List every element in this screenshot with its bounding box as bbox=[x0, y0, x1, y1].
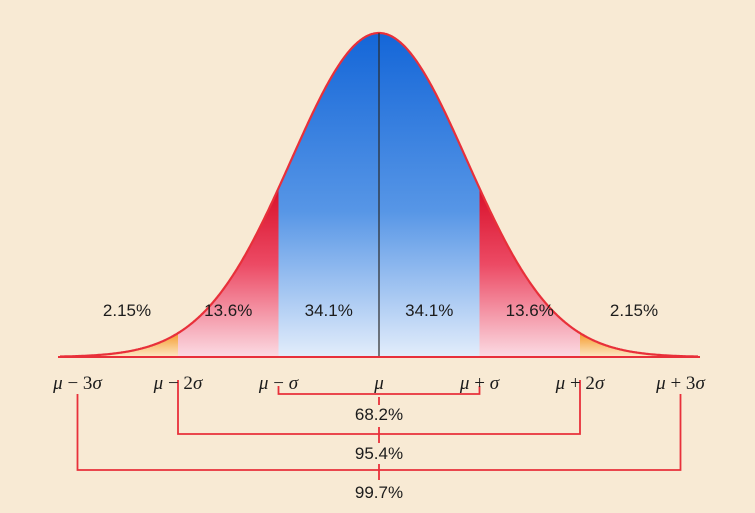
tick-label-3: μ bbox=[373, 373, 384, 394]
tick-label-2: μ − σ bbox=[258, 373, 299, 394]
band-lt2 bbox=[178, 188, 279, 357]
band-label-lt2: 13.6% bbox=[204, 301, 252, 320]
band-lt1 bbox=[278, 33, 379, 357]
labels: 2.15% 13.6% 34.1% 34.1% 13.6% 2.15% μ − 3σ μ − … bbox=[52, 301, 705, 502]
band-lt3 bbox=[77, 333, 178, 357]
band-rt1 bbox=[379, 33, 480, 357]
range-label-1sigma: 68.2% bbox=[355, 405, 403, 424]
tick-label-6: μ + 3σ bbox=[655, 373, 705, 394]
tick-label-0: μ − 3σ bbox=[52, 373, 102, 394]
tick-label-5: μ + 2σ bbox=[555, 373, 605, 394]
tick-label-1: μ − 2σ bbox=[153, 373, 203, 394]
band-rt3 bbox=[580, 333, 681, 357]
band-label-rt2: 13.6% bbox=[506, 301, 554, 320]
band-label-rt1: 34.1% bbox=[405, 301, 453, 320]
lines bbox=[58, 31, 700, 480]
band-label-lt3: 2.15% bbox=[103, 301, 151, 320]
band-label-lt1: 34.1% bbox=[305, 301, 353, 320]
bands bbox=[60, 33, 698, 357]
band-rt2 bbox=[479, 188, 580, 357]
band-label-rt3: 2.15% bbox=[610, 301, 658, 320]
range-label-2sigma: 95.4% bbox=[355, 444, 403, 463]
range-bracket-1sigma bbox=[277, 386, 481, 395]
tick-label-4: μ + σ bbox=[459, 373, 500, 394]
range-label-3sigma: 99.7% bbox=[355, 483, 403, 502]
